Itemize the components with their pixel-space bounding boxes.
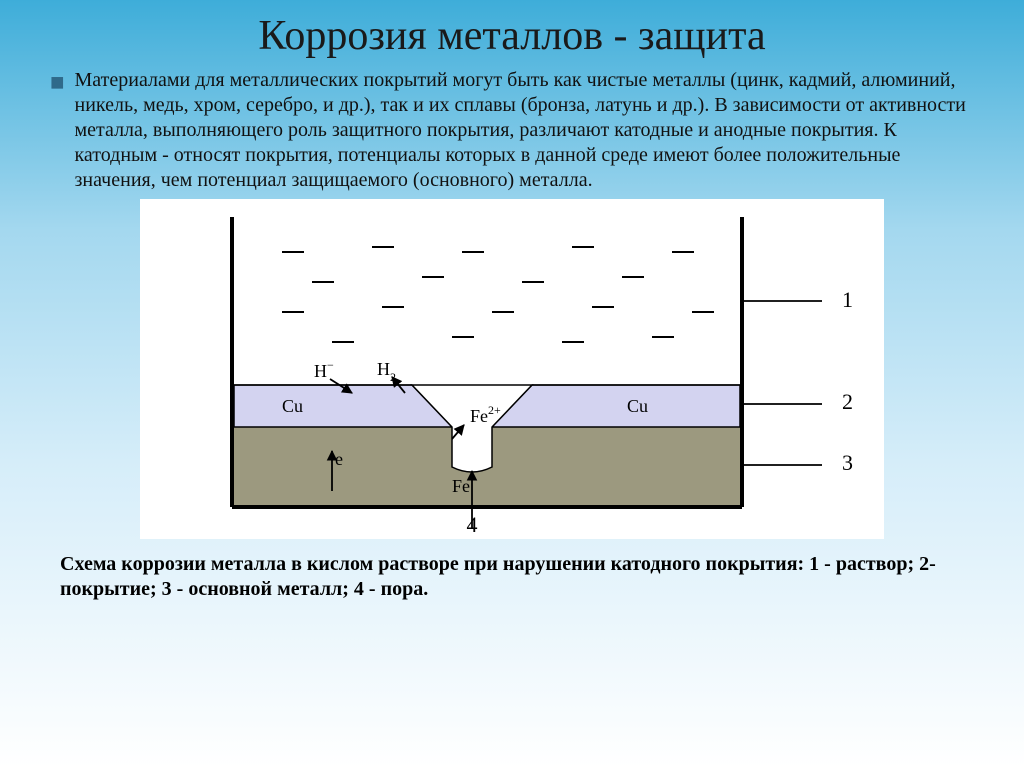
caption-text: Схема коррозии металла в кислом растворе… <box>60 553 936 600</box>
slide-title: Коррозия металлов - защита <box>0 0 1024 68</box>
svg-text:1: 1 <box>842 287 853 312</box>
diagram-caption: Схема коррозии металла в кислом растворе… <box>0 544 1024 602</box>
svg-text:e: e <box>335 449 343 469</box>
svg-text:Cu: Cu <box>282 396 303 416</box>
svg-text:2: 2 <box>842 389 853 414</box>
corrosion-diagram: H−H2CuCuFe2+Fee1234 <box>140 199 884 539</box>
svg-text:3: 3 <box>842 450 853 475</box>
svg-text:Cu: Cu <box>627 396 648 416</box>
body-text-block: ■ Материалами для металлических покрытий… <box>0 68 1024 193</box>
body-text: Материалами для металлических покрытий м… <box>75 68 975 193</box>
bullet-icon: ■ <box>50 68 75 193</box>
svg-text:Fe: Fe <box>452 476 470 496</box>
